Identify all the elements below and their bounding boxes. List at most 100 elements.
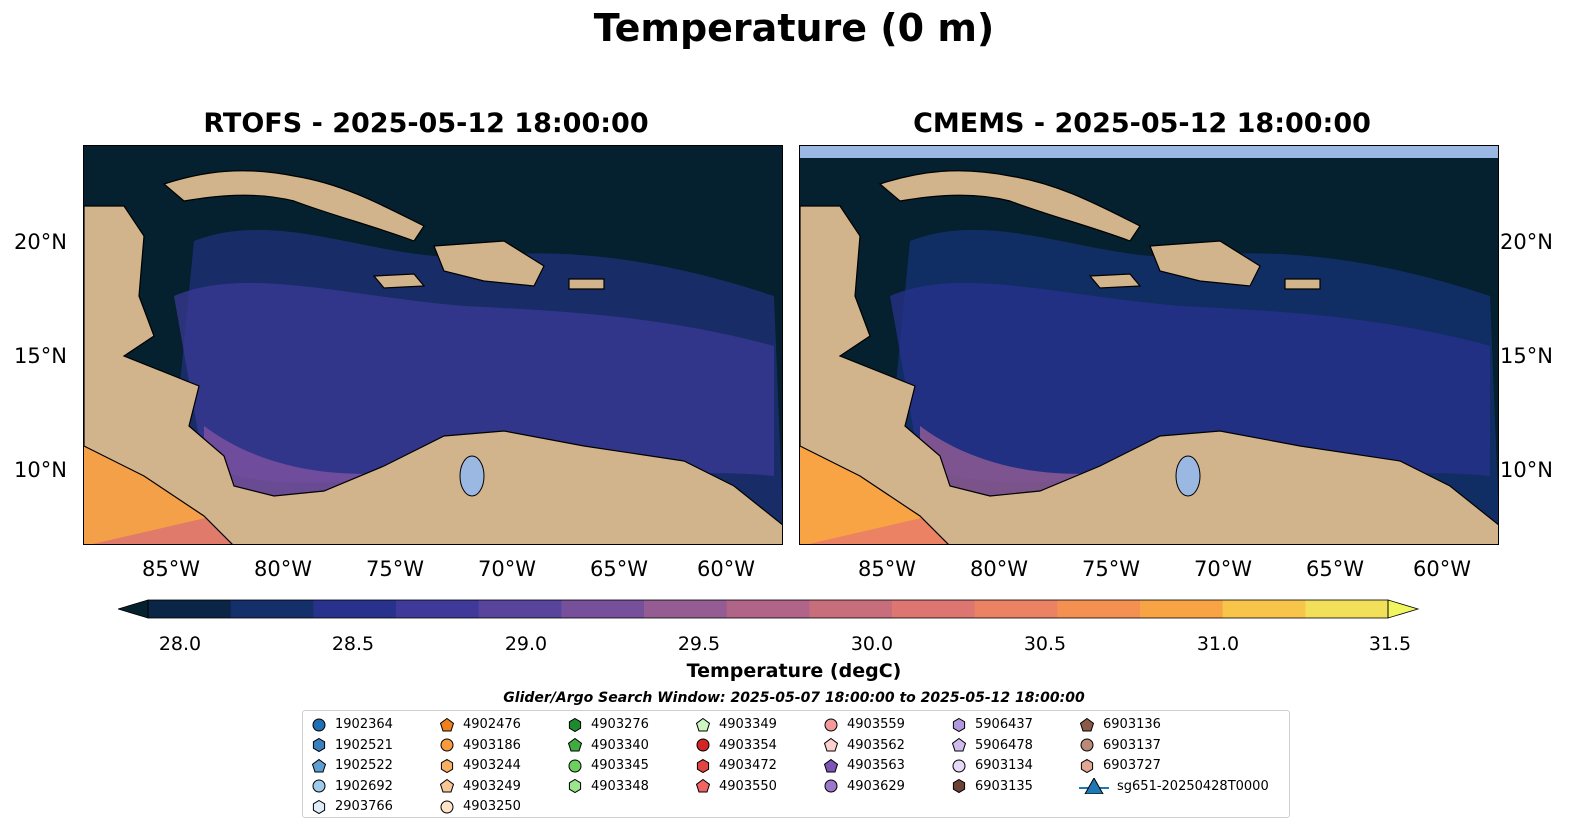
colorbar-segment	[1222, 600, 1306, 618]
circle-marker-icon	[952, 759, 966, 772]
lon-label-70w-right: 70°W	[1194, 557, 1252, 581]
legend-item: 1902522	[311, 755, 393, 776]
pacific-warm-core	[84, 446, 214, 544]
legend-item: 6903727	[1079, 755, 1161, 776]
colorbar-segment	[230, 600, 314, 618]
panel-title-rtofs: RTOFS - 2025-05-12 18:00:00	[203, 108, 649, 139]
triangle-marker-icon	[1079, 776, 1109, 795]
colorbar-tick-31-0: 31.0	[1196, 633, 1240, 655]
hexagon-marker-icon	[312, 737, 326, 753]
legend-item: 1902692	[311, 776, 393, 797]
central-america-land	[800, 205, 1498, 544]
legend-label: 4903559	[847, 717, 905, 732]
pentagon-marker-icon	[823, 758, 839, 772]
colorbar-segment	[148, 600, 232, 618]
colorbar-segment	[478, 600, 562, 618]
hexagon-marker-icon	[568, 778, 582, 794]
colorbar-underflow-arrow	[118, 599, 149, 619]
rtofs-temperature-map	[83, 145, 783, 545]
pentagon-marker-icon	[439, 717, 455, 731]
legend-item: 2903766	[311, 796, 393, 817]
circle-marker-icon	[824, 779, 838, 793]
lon-label-60w-right: 60°W	[1413, 557, 1471, 581]
lat-label-10n-right: 10°N	[1500, 458, 1553, 482]
pentagon-marker-icon	[823, 737, 839, 752]
legend-label: 4903345	[591, 758, 649, 773]
cuba-land	[162, 170, 425, 242]
hexagon-marker-icon	[952, 778, 966, 794]
legend-item: 6903134	[951, 755, 1033, 776]
circle-marker-icon	[1080, 738, 1094, 752]
legend-label: 1902364	[335, 717, 393, 732]
legend-label: 4903340	[591, 737, 649, 753]
circle-marker-icon	[312, 779, 326, 793]
cuba-land	[878, 170, 1141, 242]
colorbar-segment	[1057, 600, 1141, 618]
colorbar-tick-29-5: 29.5	[677, 633, 721, 655]
lat-label-15n-right: 15°N	[1500, 344, 1553, 368]
legend-label: 4902476	[463, 717, 521, 732]
circle-marker-icon	[440, 800, 454, 813]
colorbar-tick-29-0: 29.0	[504, 633, 548, 655]
legend-label: 1902522	[335, 758, 393, 773]
legend-label: 6903136	[1103, 717, 1161, 732]
pentagon-marker-icon	[951, 737, 967, 752]
colorbar-segment	[726, 600, 810, 618]
legend-item: 4903349	[695, 714, 777, 735]
legend-item: 4903340	[567, 735, 649, 756]
cmems-map-canvas	[800, 146, 1498, 544]
hexagon-marker-icon	[312, 799, 326, 814]
legend-item: 4902476	[439, 714, 521, 735]
legend-item: 4903250	[439, 796, 521, 817]
legend-label: 6903137	[1103, 737, 1161, 753]
jamaica-land	[372, 273, 426, 289]
puerto-rico-land	[568, 278, 605, 290]
lat-label-15n-left: 15°N	[14, 344, 67, 368]
colorbar-tick-28-5: 28.5	[331, 633, 375, 655]
legend-label: 4903186	[463, 737, 521, 753]
legend-label: 5906437	[975, 717, 1033, 732]
pentagon-marker-icon	[567, 737, 583, 752]
legend-item: 4903186	[439, 735, 521, 756]
colorbar-tick-28-0: 28.0	[158, 633, 202, 655]
legend-label: 1902521	[335, 737, 393, 753]
pentagon-marker-icon	[1079, 717, 1095, 731]
legend-item: 1902364	[311, 714, 393, 735]
circle-marker-icon	[440, 738, 454, 752]
legend-item: 6903136	[1079, 714, 1161, 735]
lake-maracaibo	[1175, 455, 1201, 497]
legend-item: 1902521	[311, 735, 393, 756]
colorbar-tick-31-5: 31.5	[1368, 633, 1412, 655]
colorbar-overflow-arrow	[1387, 599, 1420, 619]
hexagon-marker-icon	[1080, 758, 1094, 773]
circle-marker-icon	[696, 738, 710, 752]
legend-item: 4903563	[823, 755, 905, 776]
circle-marker-icon	[824, 718, 838, 731]
legend-label: 2903766	[335, 799, 393, 814]
legend-item: 6903137	[1079, 735, 1161, 756]
legend-label: 1902692	[335, 778, 393, 794]
legend-label: 4903472	[719, 758, 777, 773]
cmems-temperature-map	[799, 145, 1499, 545]
legend-item: 4903244	[439, 755, 521, 776]
lon-label-60w-left: 60°W	[697, 557, 755, 581]
pacific-warm-core	[800, 446, 930, 544]
legend-label: 4903249	[463, 778, 521, 794]
lon-label-85w-left: 85°W	[142, 557, 200, 581]
legend-label: 6903135	[975, 778, 1033, 794]
legend-label: 4903349	[719, 717, 777, 732]
hispaniola-land	[1149, 240, 1261, 287]
legend-item: 4903276	[567, 714, 649, 735]
legend-item: 4903559	[823, 714, 905, 735]
legend-label: 4903563	[847, 758, 905, 773]
pentagon-marker-icon	[695, 778, 711, 793]
colorbar-segment	[1140, 600, 1224, 618]
colorbar-segment	[644, 600, 728, 618]
legend-label: 5906478	[975, 737, 1033, 753]
legend-item: 4903472	[695, 755, 777, 776]
legend-label: 4903244	[463, 758, 521, 773]
panel-title-cmems: CMEMS - 2025-05-12 18:00:00	[913, 108, 1371, 139]
legend-label: 6903727	[1103, 758, 1161, 773]
pentagon-marker-icon	[311, 758, 327, 772]
hexagon-marker-icon	[568, 717, 582, 732]
